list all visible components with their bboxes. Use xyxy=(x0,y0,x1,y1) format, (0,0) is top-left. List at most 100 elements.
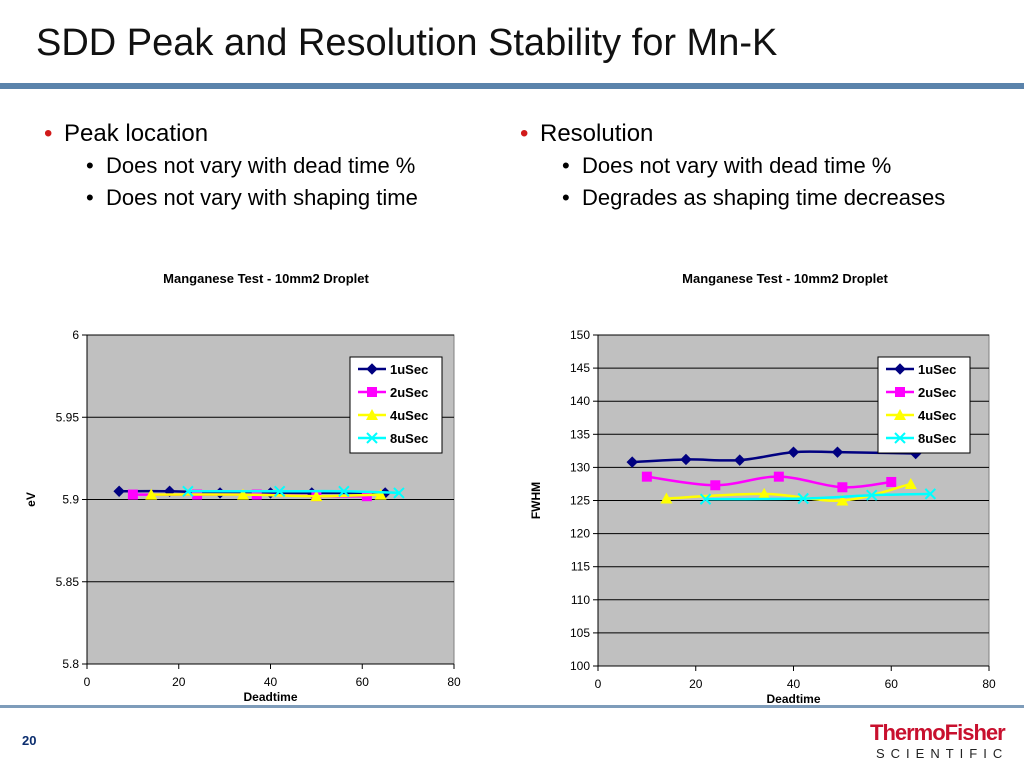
y-tick-label: 145 xyxy=(570,361,590,375)
legend-label: 4uSec xyxy=(918,408,956,423)
sub-bullet: • Degrades as shaping time decreases xyxy=(562,182,980,214)
data-point-1uSec xyxy=(113,485,125,497)
x-tick-label: 20 xyxy=(172,675,186,689)
data-point-4uSec xyxy=(236,488,249,500)
x-tick-label: 40 xyxy=(264,675,278,689)
y-axis-title: eV xyxy=(24,492,38,507)
y-tick-label: 5.9 xyxy=(62,493,79,507)
x-tick-label: 60 xyxy=(356,675,370,689)
series-line-8uSec xyxy=(187,489,399,495)
data-point-4uSec xyxy=(145,488,158,500)
x-tick-label: 40 xyxy=(787,677,801,691)
bullet-heading: Resolution xyxy=(540,120,654,147)
legend-label: 1uSec xyxy=(390,362,428,377)
sub-bullet: • Does not vary with shaping time xyxy=(86,182,494,214)
sub-bullet-text: Degrades as shaping time decreases xyxy=(582,185,946,210)
sub-bullet-text: Does not vary with dead time % xyxy=(106,153,416,178)
legend-marker xyxy=(894,432,906,444)
legend-label: 8uSec xyxy=(390,431,428,446)
data-point-1uSec xyxy=(734,454,746,466)
bullet-peak-location: • Peak location xyxy=(44,118,494,150)
resolution-chart: Manganese Test - 10mm2 Droplet 100 105 110 1… xyxy=(529,271,996,706)
y-tick-label: 125 xyxy=(570,494,590,508)
legend-marker xyxy=(895,387,905,397)
sub-bullet-text: Does not vary with dead time % xyxy=(582,153,892,178)
data-point-8uSec xyxy=(273,485,286,497)
logo-line-2: SCIENTIFIC xyxy=(876,746,1009,761)
sub-bullet: • Does not vary with dead time % xyxy=(86,150,494,182)
x-tick-label: 80 xyxy=(447,675,461,689)
title-divider xyxy=(0,83,1024,89)
data-point-4uSec xyxy=(310,490,323,502)
bullet-resolution: • Resolution xyxy=(520,118,980,150)
sub-bullet-dot: • xyxy=(86,153,94,178)
data-point-1uSec xyxy=(787,446,800,458)
legend-marker xyxy=(367,387,377,397)
peak-location-chart: Manganese Test - 10mm2 Droplet 5.8 5.85 5.9… xyxy=(24,271,461,704)
y-tick-label: 135 xyxy=(570,427,590,441)
left-bullet-list: • Peak location • Does not vary with dea… xyxy=(44,118,494,214)
slide-title: SDD Peak and Resolution Stability for Mn… xyxy=(36,22,778,64)
x-tick-label: 0 xyxy=(595,677,602,691)
data-point-1uSec xyxy=(680,453,692,466)
x-tick-label: 80 xyxy=(982,677,996,691)
data-point-4uSec xyxy=(660,492,673,504)
chart-title: Manganese Test - 10mm2 Droplet xyxy=(682,271,888,286)
y-tick-label: 110 xyxy=(571,593,590,607)
data-point-8uSec xyxy=(865,489,878,501)
legend-marker xyxy=(366,432,378,444)
y-axis-title: FWHM xyxy=(529,482,543,519)
legend-label: 1uSec xyxy=(918,362,956,377)
x-tick-label: 20 xyxy=(689,677,703,691)
sub-bullet-dot: • xyxy=(562,185,570,210)
y-tick-label: 5.8 xyxy=(62,657,79,671)
y-tick-label: 5.85 xyxy=(56,575,80,589)
x-axis-title: Deadtime xyxy=(243,690,297,704)
data-point-8uSec xyxy=(924,488,937,500)
legend-label: 2uSec xyxy=(390,385,428,400)
sub-bullet-dot: • xyxy=(86,185,94,210)
data-point-2uSec xyxy=(886,476,897,487)
y-tick-label: 6 xyxy=(72,328,79,342)
legend-marker xyxy=(894,363,906,375)
y-tick-label: 120 xyxy=(570,527,590,541)
x-tick-label: 0 xyxy=(84,675,91,689)
data-point-8uSec xyxy=(797,492,809,505)
x-tick-label: 60 xyxy=(885,677,899,691)
data-point-4uSec xyxy=(758,487,771,499)
data-point-2uSec xyxy=(837,482,848,493)
data-point-2uSec xyxy=(773,471,784,482)
data-point-4uSec xyxy=(904,477,917,489)
data-point-8uSec xyxy=(699,493,712,505)
series-line-8uSec xyxy=(705,492,931,501)
bullet-dot: • xyxy=(520,120,529,147)
data-point-2uSec xyxy=(710,480,721,491)
right-bullet-list: • Resolution • Does not vary with dead t… xyxy=(520,118,980,214)
sub-bullet: • Does not vary with dead time % xyxy=(562,150,980,182)
data-point-1uSec xyxy=(626,456,638,468)
page-number: 20 xyxy=(22,733,37,748)
data-point-8uSec xyxy=(393,487,405,499)
data-point-8uSec xyxy=(182,485,194,497)
legend-label: 8uSec xyxy=(918,431,956,446)
sub-bullet-dot: • xyxy=(562,153,570,178)
legend-label: 4uSec xyxy=(390,408,428,423)
chart-title: Manganese Test - 10mm2 Droplet xyxy=(163,271,369,286)
y-tick-label: 100 xyxy=(570,659,590,673)
legend-marker xyxy=(366,409,378,420)
footer-divider xyxy=(0,705,1024,708)
bullet-heading: Peak location xyxy=(64,120,209,147)
data-point-4uSec xyxy=(836,494,849,506)
y-tick-label: 130 xyxy=(570,460,590,474)
logo-line-1: ThermoFisher xyxy=(870,720,1006,745)
y-tick-label: 105 xyxy=(570,626,590,640)
y-tick-label: 150 xyxy=(570,328,590,342)
legend-label: 2uSec xyxy=(918,385,956,400)
legend-marker xyxy=(894,409,906,420)
data-point-2uSec xyxy=(641,471,652,482)
data-point-1uSec xyxy=(831,446,844,458)
data-point-8uSec xyxy=(338,485,350,497)
sub-bullet-text: Does not vary with shaping time xyxy=(106,185,418,210)
data-point-4uSec xyxy=(374,488,387,500)
bullet-dot: • xyxy=(44,120,53,147)
